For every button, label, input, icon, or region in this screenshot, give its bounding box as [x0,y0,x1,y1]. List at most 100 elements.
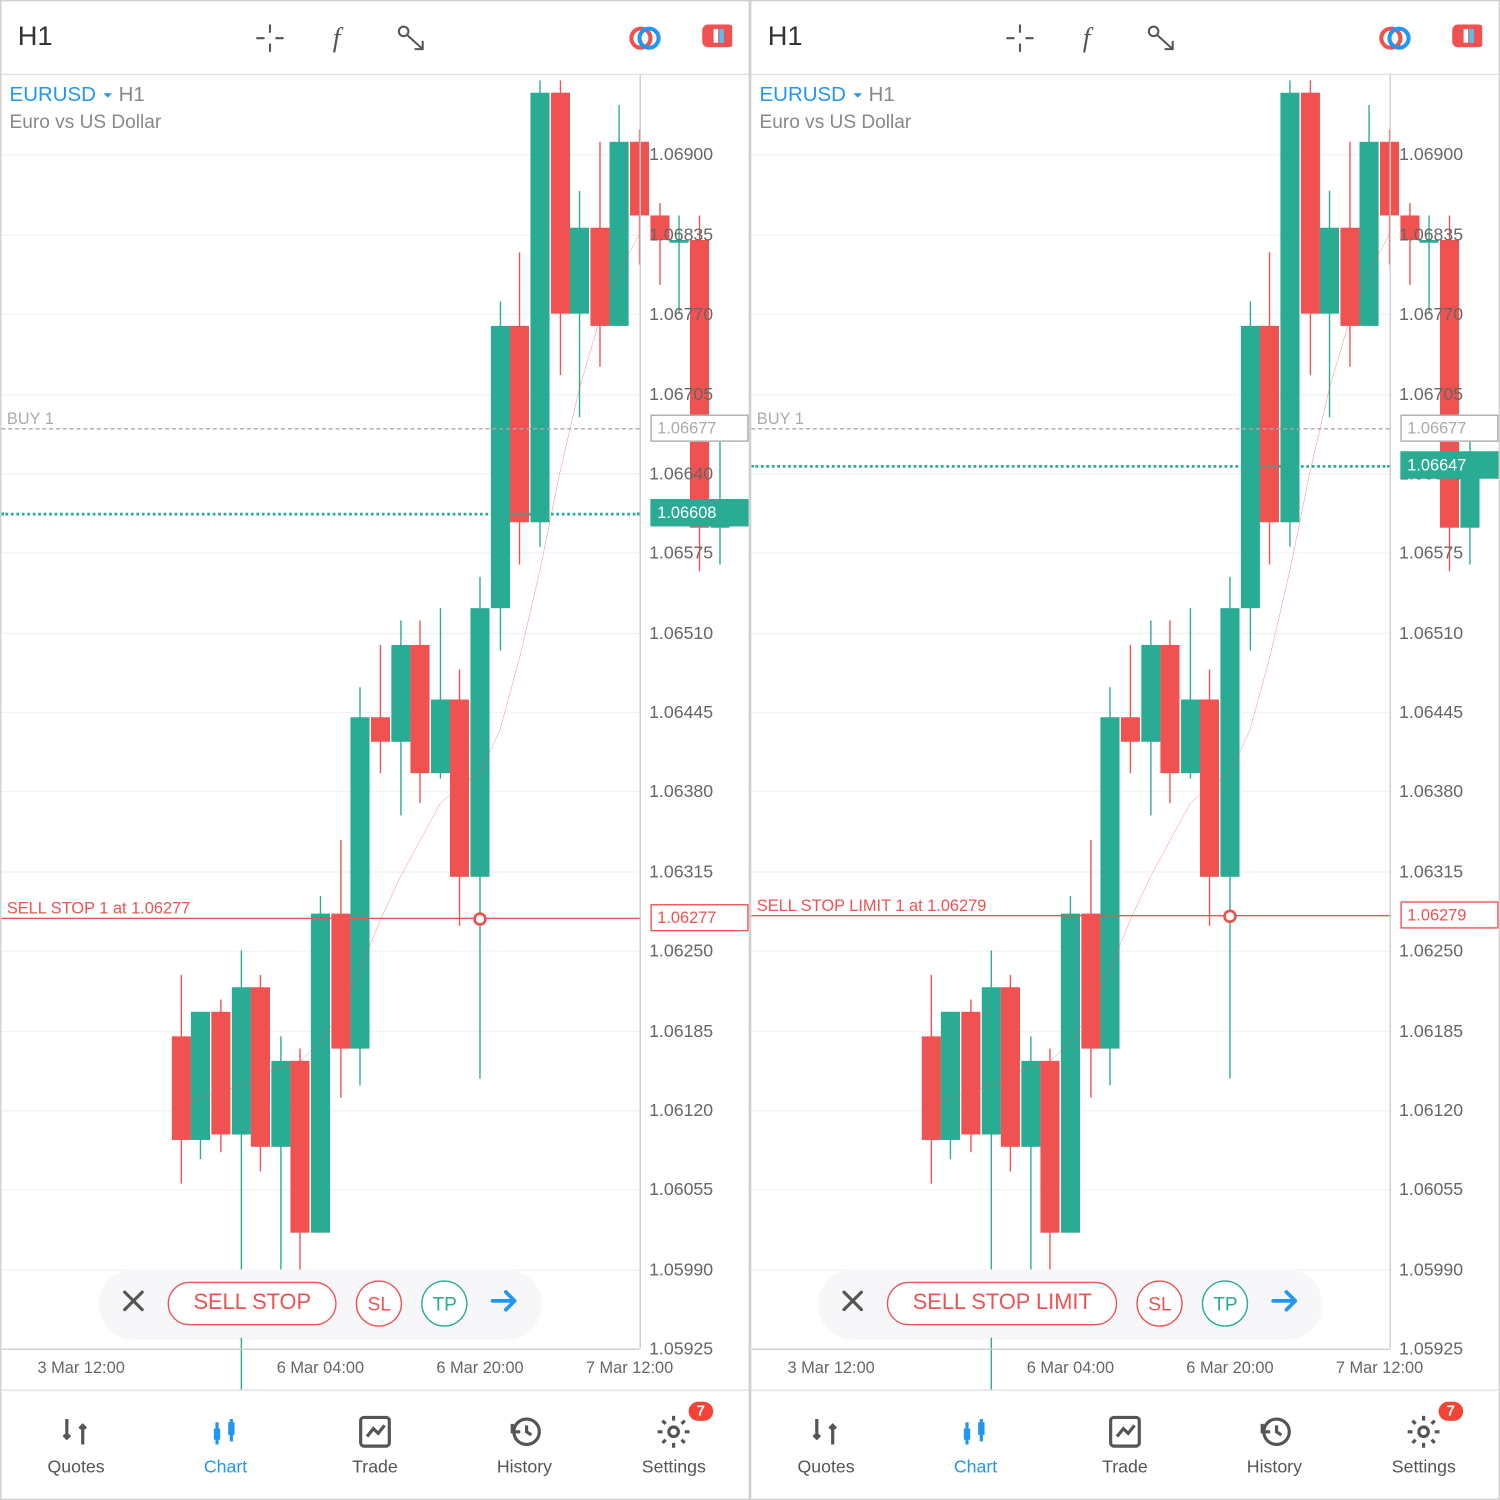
candle [1280,75,1299,1349]
y-tick-label: 1.05925 [649,1338,713,1358]
y-tick-label: 1.06185 [649,1020,713,1040]
y-tick-label: 1.06705 [649,383,713,403]
nav-trade[interactable]: Trade [1050,1391,1199,1499]
nav-chart[interactable]: Chart [151,1391,300,1499]
price-tag: 1.06677 [650,414,748,441]
nav-settings[interactable]: Settings7 [599,1391,748,1499]
nav-settings[interactable]: Settings7 [1349,1391,1498,1499]
svg-text:f: f [332,22,343,52]
order-line[interactable]: BUY 1 [1,428,639,429]
candle [1101,75,1120,1349]
plot[interactable]: BUY 1 SELL STOP 1 at 1.06277 EURUSD H1Euro… [1,75,639,1349]
order-label: BUY 1 [7,409,54,428]
order-type-button[interactable]: SELL STOP [168,1282,337,1326]
candle [191,75,210,1349]
nav-label: Quotes [797,1456,854,1476]
order-line[interactable]: BUY 1 [751,428,1389,429]
order-line[interactable]: SELL STOP 1 at 1.06277 [1,918,639,919]
submit-arrow-icon[interactable] [487,1282,522,1324]
order-type-button[interactable]: SELL STOP LIMIT [887,1282,1118,1326]
chart-panel: H1 f BUY 1 SELL STOP LIMIT 1 at 1.06279 EU… [750,0,1500,1500]
indicator-icon[interactable]: f [1074,21,1107,54]
y-tick-label: 1.06380 [649,781,713,801]
timeframe-label[interactable]: H1 [768,22,803,53]
quotes-icon [57,1413,95,1451]
timeframe-label[interactable]: H1 [18,22,53,53]
y-tick-label: 1.06900 [1399,144,1463,164]
bottom-nav: Quotes ChartTradeHistorySettings7 [751,1390,1498,1499]
candle [1200,75,1219,1349]
sl-button[interactable]: SL [356,1280,402,1326]
chart-area[interactable]: BUY 1 SELL STOP LIMIT 1 at 1.06279 EURUSD … [751,75,1498,1390]
candle [961,75,980,1349]
chart-area[interactable]: BUY 1 SELL STOP 1 at 1.06277 EURUSD H1Euro… [1,75,748,1390]
candle [1041,75,1060,1349]
y-tick-label: 1.06510 [1399,622,1463,642]
x-axis[interactable]: 3 Mar 12:006 Mar 04:006 Mar 20:007 Mar 1… [751,1349,1389,1390]
crosshair-icon[interactable] [253,21,286,54]
candle [1320,75,1339,1349]
x-axis[interactable]: 3 Mar 12:006 Mar 04:006 Mar 20:007 Mar 1… [1,1349,639,1390]
sl-button[interactable]: SL [1137,1280,1183,1326]
y-axis[interactable]: 1.059251.059901.060551.061201.061851.062… [640,75,749,1349]
y-tick-label: 1.05990 [1399,1259,1463,1279]
candle [570,75,589,1349]
object-icon[interactable] [395,21,428,54]
candle [1021,75,1040,1349]
close-icon[interactable] [838,1285,868,1322]
symbol-info[interactable]: EURUSD H1Euro vs US Dollar [10,83,162,132]
rings-icon[interactable] [629,21,662,54]
candle [1081,75,1100,1349]
y-tick-label: 1.06250 [649,940,713,960]
order-line[interactable]: SELL STOP LIMIT 1 at 1.06279 [751,915,1389,916]
candle [231,75,250,1349]
bottom-nav: QuotesChartTradeHistorySettings7 [1,1390,748,1499]
y-tick-label: 1.05925 [1399,1338,1463,1358]
plot[interactable]: BUY 1 SELL STOP LIMIT 1 at 1.06279 EURUSD … [751,75,1389,1349]
symbol[interactable]: EURUSD [760,83,863,106]
settings-icon [655,1413,693,1451]
order-handle[interactable] [1223,910,1237,924]
x-tick-label: 6 Mar 04:00 [1027,1358,1114,1377]
y-tick-label: 1.06640 [649,463,713,483]
candle [550,75,569,1349]
y-axis[interactable]: 1.059251.059901.060551.061201.061851.062… [1390,75,1499,1349]
y-tick-label: 1.06380 [1399,781,1463,801]
y-tick-label: 1.06445 [1399,702,1463,722]
indicator-icon[interactable]: f [324,21,357,54]
order-toolbar: SELL STOP LIMIT SL TP [819,1270,1323,1338]
symbol-info[interactable]: EURUSD H1 Euro vs US Dollar [760,83,912,132]
symbol[interactable]: EURUSD [10,83,113,106]
crosshair-icon[interactable] [1003,21,1036,54]
nav-history[interactable]: History [1200,1391,1349,1499]
close-icon[interactable] [118,1285,148,1322]
tp-button[interactable]: TP [1202,1280,1248,1326]
candle [1220,75,1239,1349]
submit-arrow-icon[interactable] [1268,1282,1303,1324]
symbol-desc: Euro vs US Dollar [760,110,912,132]
nav-trade[interactable]: Trade [300,1391,449,1499]
order-handle[interactable] [473,912,487,926]
depth-icon[interactable] [700,21,733,54]
nav-quotes[interactable]: Quotes [1,1391,150,1499]
candle [1360,75,1379,1349]
depth-icon[interactable] [1449,21,1482,54]
nav-history[interactable]: History [450,1391,599,1499]
y-tick-label: 1.06055 [1399,1179,1463,1199]
nav-label: Settings [642,1456,706,1476]
nav-quotes[interactable]: Quotes [751,1391,900,1499]
object-icon[interactable] [1145,21,1178,54]
candle [450,75,469,1349]
candle [530,75,549,1349]
y-tick-label: 1.06120 [649,1100,713,1120]
nav-chart[interactable]: Chart [901,1391,1050,1499]
y-tick-label: 1.06185 [1399,1020,1463,1040]
x-tick-label: 7 Mar 12:00 [586,1358,673,1377]
candle [371,75,390,1349]
y-tick-label: 1.06315 [649,861,713,881]
rings-icon[interactable] [1379,21,1412,54]
tf: H1 [869,83,895,106]
candle [1001,75,1020,1349]
tp-button[interactable]: TP [422,1280,468,1326]
x-tick-label: 3 Mar 12:00 [37,1358,124,1377]
